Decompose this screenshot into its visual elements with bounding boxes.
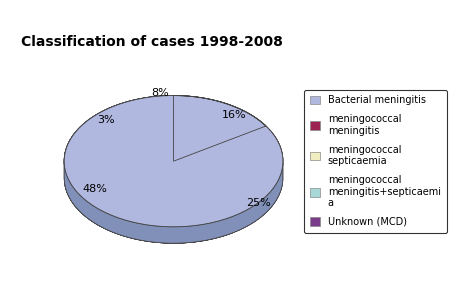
Title: Classification of cases 1998-2008: Classification of cases 1998-2008 <box>21 35 283 49</box>
Polygon shape <box>64 161 283 243</box>
Polygon shape <box>173 161 232 233</box>
Polygon shape <box>64 165 283 243</box>
Text: 16%: 16% <box>221 110 246 120</box>
Text: 8%: 8% <box>152 88 169 98</box>
Polygon shape <box>64 164 232 243</box>
Polygon shape <box>64 95 283 227</box>
Polygon shape <box>64 95 283 227</box>
Polygon shape <box>64 95 266 227</box>
Text: 3%: 3% <box>97 115 115 125</box>
Polygon shape <box>64 163 283 243</box>
Polygon shape <box>64 161 283 243</box>
Polygon shape <box>64 95 283 227</box>
Text: 25%: 25% <box>246 198 271 208</box>
Polygon shape <box>64 95 283 227</box>
Legend: Bacterial meningitis, meningococcal
meningitis, meningococcal
septicaemia, menin: Bacterial meningitis, meningococcal meni… <box>304 90 447 233</box>
Polygon shape <box>173 161 232 233</box>
Text: 48%: 48% <box>82 184 107 193</box>
